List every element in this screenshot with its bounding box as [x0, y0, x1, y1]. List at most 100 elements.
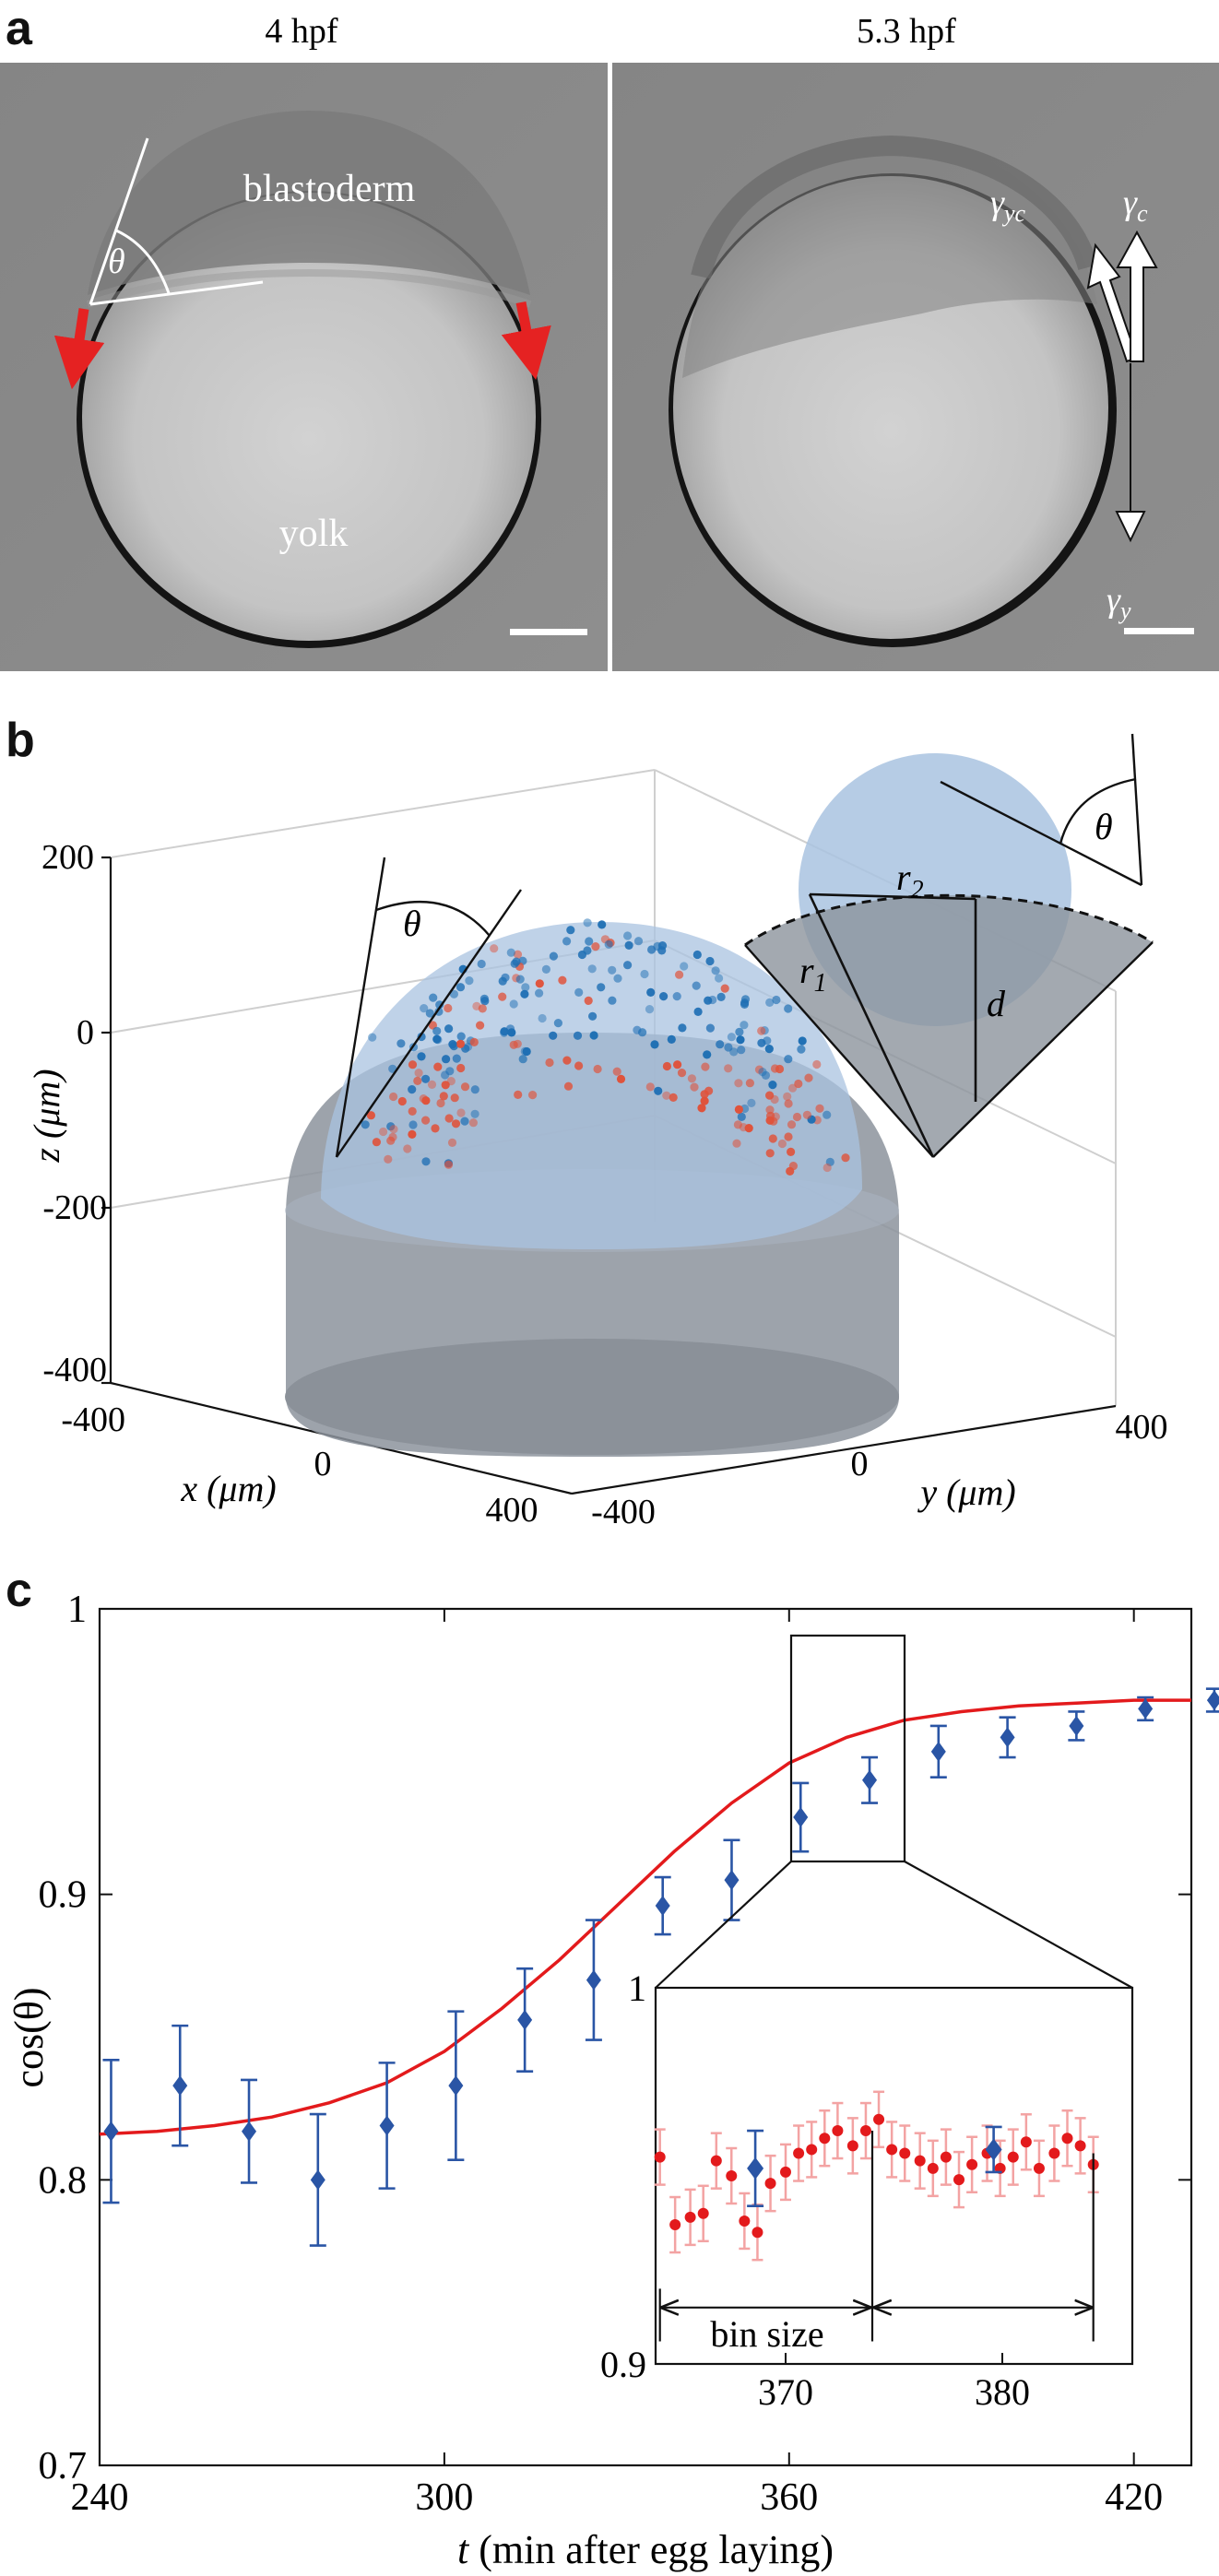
red-cell-dot: [513, 950, 523, 959]
inset-theta-arc: [1059, 777, 1137, 845]
inset-red-point: [780, 2143, 791, 2202]
cell-dots: [361, 918, 850, 1176]
inset-x-tick-label: 380: [975, 2371, 1030, 2413]
inset-red-marker: [832, 2125, 844, 2137]
red-cell-dot: [574, 1061, 584, 1070]
inset-red-marker: [793, 2147, 805, 2159]
diamond-marker: [310, 2169, 325, 2191]
red-cell-dot: [784, 1132, 793, 1141]
red-cell-dot: [584, 996, 593, 1005]
blue-cell-dot: [535, 988, 544, 998]
red-cell-dot: [558, 975, 567, 985]
data-point: [723, 1838, 740, 1921]
inset-red-point: [726, 2146, 738, 2205]
inset-vertical-line: [1130, 733, 1143, 886]
red-cell-dot: [675, 970, 684, 979]
y-tick: 0: [851, 1445, 869, 1483]
data-point: [861, 1755, 879, 1804]
blue-cell-dot: [574, 987, 584, 997]
blue-cell-dot: [456, 983, 466, 992]
blue-cell-dot: [449, 989, 458, 998]
red-cell-dot: [690, 1082, 699, 1092]
red-cell-dot: [669, 1093, 678, 1102]
red-cell-dot: [720, 984, 729, 993]
blue-cell-dot: [703, 1050, 712, 1059]
red-cell-dot: [372, 1138, 381, 1147]
left-time-label: 4 hpf: [265, 12, 338, 51]
blue-cell-dot: [729, 1047, 739, 1057]
blue-cell-dot: [396, 1039, 406, 1048]
blue-cell-dot: [608, 996, 617, 1005]
red-cell-dot: [765, 1149, 775, 1158]
red-cell-dot: [700, 1090, 709, 1099]
blue-cell-dot: [693, 1007, 703, 1016]
red-arrow-left: [53, 308, 105, 390]
red-cell-dot: [447, 1138, 457, 1147]
inset-red-marker: [710, 2155, 722, 2167]
blue-cell-dot: [448, 1040, 457, 1049]
red-cell-dot: [792, 1112, 802, 1122]
red-cell-dot: [786, 1166, 795, 1176]
red-cell-dot: [768, 1134, 777, 1143]
diamond-marker: [379, 2115, 395, 2136]
inset-red-point: [1007, 2128, 1019, 2186]
diamond-marker: [103, 2121, 119, 2142]
blue-cell-dot: [763, 1036, 772, 1046]
zoom-connector-left: [655, 1861, 792, 1989]
inset-red-marker: [684, 2211, 696, 2223]
blue-cell-dot: [705, 1023, 716, 1033]
blue-cell-dot: [654, 1086, 663, 1095]
inset-red-point: [806, 2121, 818, 2179]
x-tick-label: 240: [71, 2476, 129, 2519]
z-tick: 200: [41, 838, 94, 877]
inset-red-marker: [873, 2113, 885, 2125]
red-cell-dot: [444, 1160, 454, 1169]
data-points: [102, 1687, 1219, 2247]
blue-cell-dot: [604, 939, 613, 949]
blue-cell-dot: [460, 1117, 469, 1126]
blue-cell-dot: [509, 999, 518, 1009]
blue-cell-dot: [465, 976, 474, 986]
blue-cell-dot: [588, 1011, 598, 1021]
blue-cell-dot: [633, 937, 644, 946]
inset-red-point: [1048, 2124, 1060, 2182]
axis-ticks-b: 200 0 -200 -400 -400 0 400 -400 0 400: [41, 838, 1168, 1531]
red-cell-dot: [734, 1079, 743, 1088]
blue-cell-dot: [500, 1027, 509, 1036]
inset-yolk-wedge: [745, 895, 1153, 1157]
zoom-connector-right: [904, 1861, 1133, 1989]
inset-red-marker: [1074, 2140, 1086, 2152]
blue-cell-dot: [420, 1004, 429, 1013]
blue-cell-dot: [441, 1070, 450, 1080]
data-point: [516, 1967, 534, 2073]
blue-cell-dot: [515, 975, 525, 984]
red-cell-dot: [433, 1062, 443, 1071]
blue-cell-dot: [506, 948, 515, 957]
blue-cell-dot: [408, 1120, 418, 1129]
zoom-box: [789, 1634, 906, 1863]
blue-cell-dot: [541, 964, 551, 974]
red-cell-dot: [562, 1056, 572, 1065]
blue-cell-dot: [672, 992, 681, 1001]
blue-cell-dot: [444, 1024, 454, 1034]
y-tick-label: 0.9: [39, 1874, 88, 1917]
diamond-marker: [1206, 1690, 1219, 1711]
data-point: [102, 2058, 120, 2204]
z-tick: -400: [42, 1351, 107, 1389]
inset-red-point: [846, 2117, 858, 2175]
x-tick: -400: [61, 1400, 125, 1439]
tangent-line: [89, 137, 149, 305]
blue-cell-dot: [538, 1013, 547, 1023]
data-point: [654, 1875, 671, 1936]
diamond-marker: [242, 2121, 257, 2142]
blue-cell-dot: [480, 997, 490, 1006]
red-cell-dot: [804, 1073, 813, 1082]
inset-plot: 370 380 0.9 1 bin size: [600, 1967, 1099, 2413]
blastoderm-cap: [321, 922, 862, 1249]
inset-red-marker: [953, 2174, 965, 2186]
blue-cell-dot: [705, 956, 715, 966]
blue-cell-dot: [737, 1112, 746, 1121]
gamma-y-arrow: [1115, 363, 1146, 543]
blue-cell-dot: [624, 940, 633, 950]
y-axis-label-c: cos(θ): [6, 1987, 52, 2087]
